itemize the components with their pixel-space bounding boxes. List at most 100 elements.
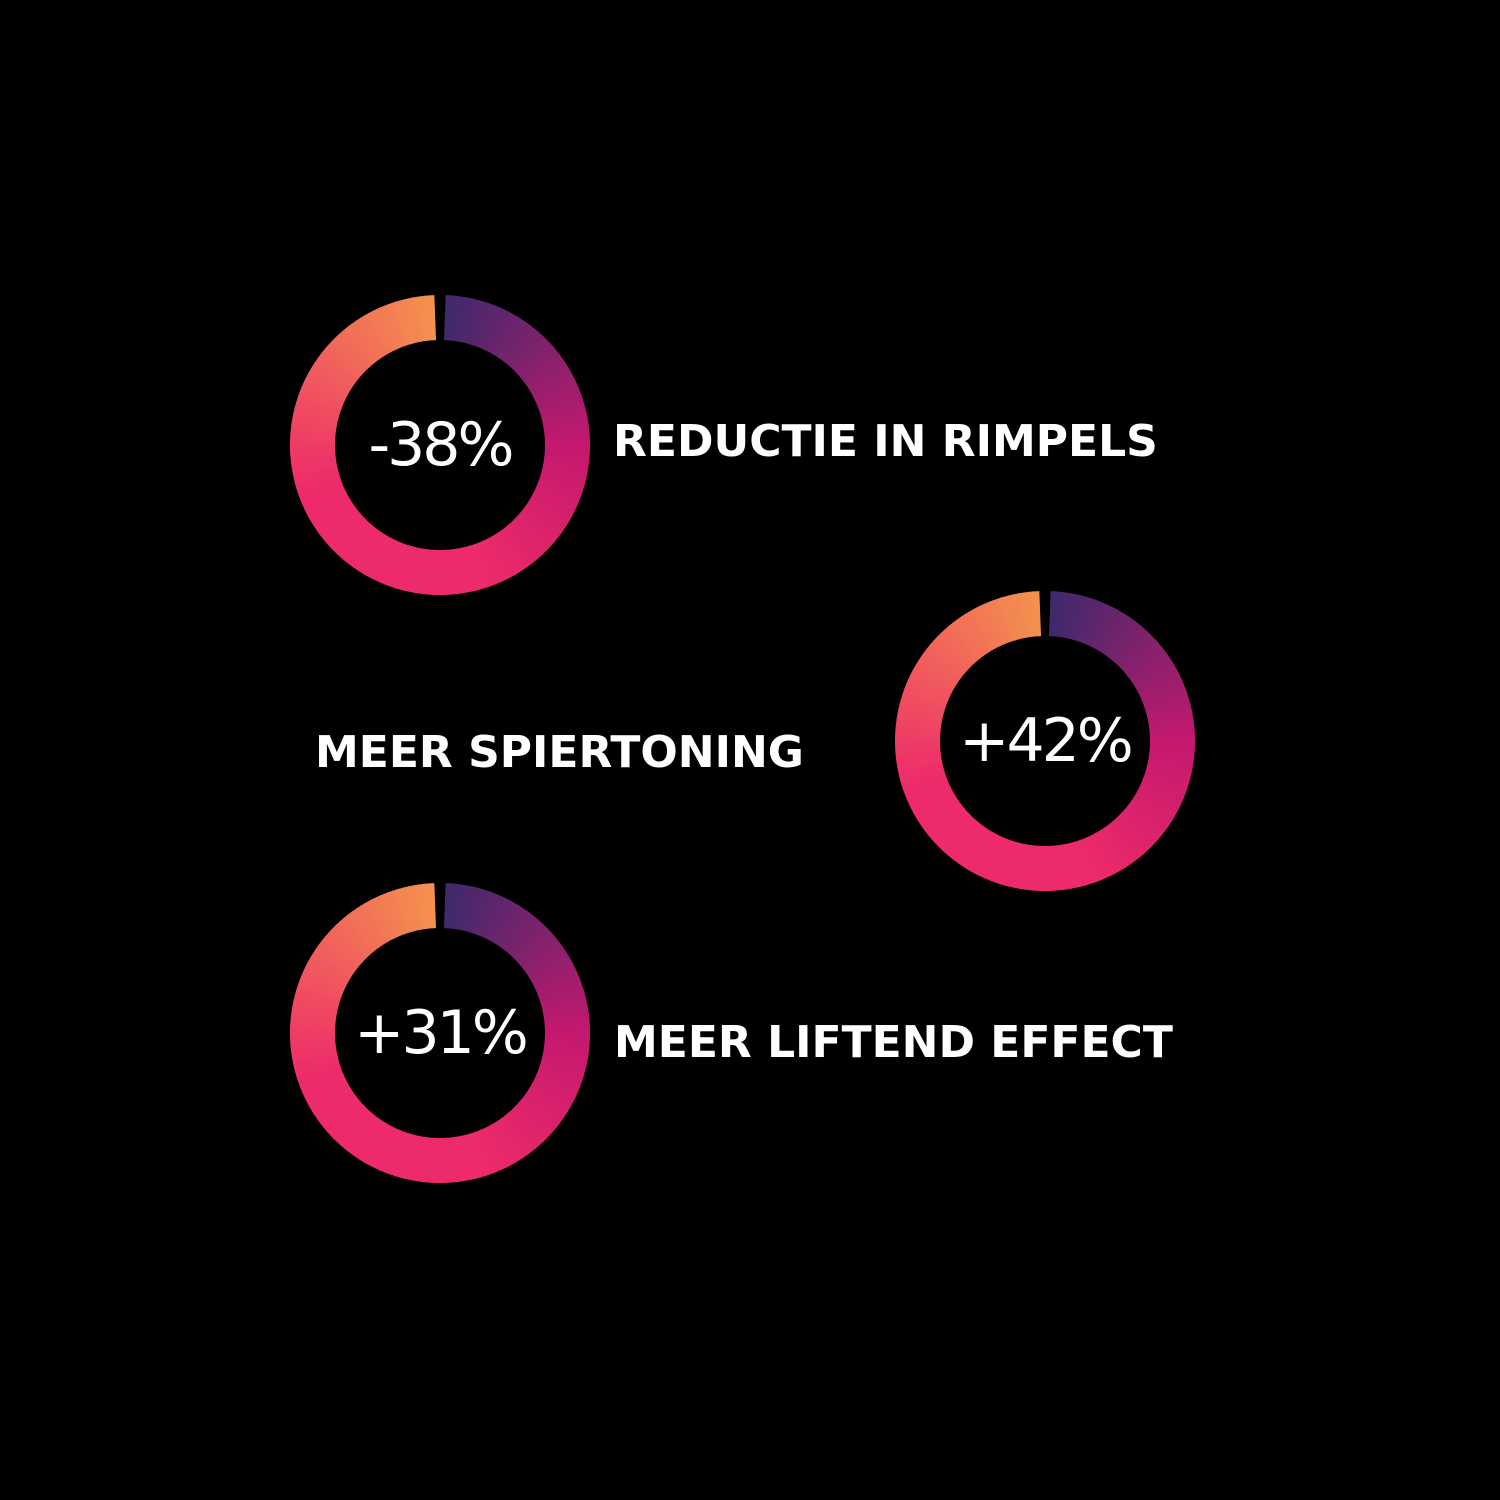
ring-segment (478, 540, 502, 585)
ring-segment (387, 890, 408, 935)
ring-segment (1144, 691, 1189, 711)
ring-segment (450, 548, 462, 595)
ring-segment (908, 673, 952, 699)
ring-segment (1058, 592, 1072, 638)
ring-segment (311, 498, 353, 528)
ring-segment (540, 471, 586, 489)
ring-segment (501, 527, 533, 568)
ring-segment (336, 1109, 372, 1147)
ring-segment (1147, 706, 1193, 722)
ring-segment (524, 1091, 565, 1123)
ring-segment (351, 908, 382, 949)
ring-segment (994, 839, 1014, 885)
donut-ring-graphic (895, 591, 1195, 891)
ring-segment (953, 824, 985, 864)
ring-segment (1045, 845, 1052, 891)
ring-segment (301, 1073, 346, 1098)
ring-segment (434, 1137, 442, 1183)
ring-segment (458, 547, 473, 593)
ring-segment (299, 387, 344, 409)
ring-segment (301, 970, 345, 994)
ring-segment (310, 364, 352, 393)
ring-segment (292, 999, 338, 1015)
ring-segment (290, 432, 336, 441)
ring-segment (316, 1092, 357, 1124)
ring-segment (1114, 628, 1149, 666)
ring-segment (948, 622, 981, 661)
ring-segment (293, 1056, 339, 1073)
ring-segment (461, 1134, 478, 1180)
ring-segment (1029, 845, 1039, 891)
ring-segment (440, 1137, 447, 1183)
ring-segment (1070, 841, 1088, 887)
ring-segment (538, 1066, 583, 1087)
ring-segment (488, 899, 515, 942)
ring-segment (1102, 615, 1133, 656)
ring-segment (997, 596, 1017, 642)
ring-segment (509, 520, 545, 558)
ring-segment (1129, 799, 1170, 831)
ring-segment (475, 1130, 497, 1175)
ring-segment (979, 835, 1004, 879)
ring-segment (501, 1115, 533, 1156)
ring-segment (1090, 605, 1116, 649)
ring-segment (1146, 701, 1192, 718)
ring-segment (929, 639, 968, 674)
ring-segment (544, 425, 590, 437)
ring-segment (523, 942, 564, 974)
ring-segment (540, 1059, 586, 1077)
ring-segment (1149, 732, 1195, 740)
ring-segment (491, 533, 520, 576)
ring-segment (523, 354, 564, 386)
ring-segment (519, 509, 558, 543)
ring-segment (328, 928, 365, 963)
ring-segment (394, 1132, 413, 1178)
ring-segment (1122, 808, 1160, 843)
ring-segment (1052, 845, 1062, 891)
ring-segment (1119, 811, 1157, 847)
ring-segment (412, 884, 426, 930)
ring-segment (514, 1103, 552, 1139)
ring-segment (1133, 659, 1175, 688)
ring-segment (1048, 845, 1057, 891)
ring-segment (1027, 591, 1038, 637)
ring-segment (1059, 844, 1073, 890)
ring-segment (532, 491, 575, 518)
ring-segment (465, 545, 483, 591)
stat-label: REDUCTIE IN RIMPELS (613, 416, 1158, 467)
ring-segment (521, 350, 561, 383)
ring-segment (468, 300, 487, 346)
ring-segment (543, 420, 589, 433)
ring-segment (290, 442, 336, 450)
ring-segment (1017, 592, 1031, 638)
ring-segment (544, 1029, 590, 1036)
ring-segment (488, 1123, 516, 1166)
ring-segment (1073, 596, 1092, 642)
ring-segment (453, 296, 467, 342)
ring-segment (402, 886, 419, 932)
ring-segment (1136, 668, 1180, 695)
ring-segment (1124, 642, 1163, 676)
ring-segment (1121, 638, 1160, 673)
ring-segment (1147, 760, 1193, 775)
ring-segment (384, 1130, 406, 1175)
ring-segment (382, 891, 405, 936)
ring-segment (291, 1004, 337, 1018)
ring-segment (394, 544, 413, 590)
ring-segment (409, 1135, 423, 1181)
ring-segment (1111, 624, 1145, 663)
ring-segment (498, 529, 529, 570)
ring-segment (1148, 756, 1194, 770)
ring-segment (906, 781, 951, 806)
ring-segment (1114, 816, 1150, 854)
ring-segment (978, 603, 1003, 647)
ring-segment (303, 377, 347, 403)
ring-segment (292, 411, 338, 427)
ring-segment (368, 310, 395, 353)
ring-segment (481, 895, 506, 939)
ring-segment (531, 960, 575, 987)
ring-segment (536, 974, 581, 996)
ring-segment (290, 1030, 336, 1038)
ring-segment (324, 343, 363, 378)
ring-segment (373, 307, 398, 351)
